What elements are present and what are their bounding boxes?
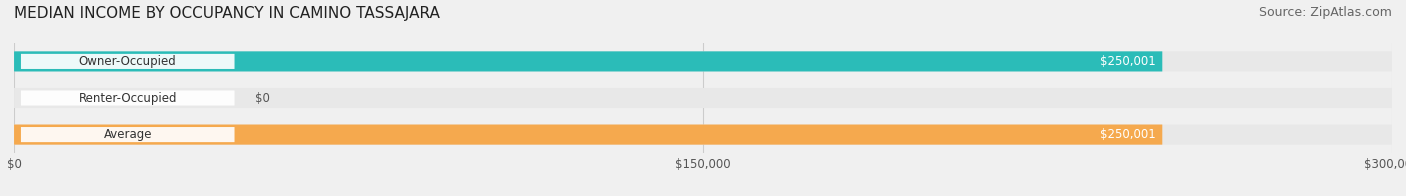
FancyBboxPatch shape	[21, 91, 235, 106]
Text: Renter-Occupied: Renter-Occupied	[79, 92, 177, 104]
FancyBboxPatch shape	[21, 54, 235, 69]
FancyBboxPatch shape	[14, 88, 1392, 108]
FancyBboxPatch shape	[14, 51, 1392, 72]
Text: $250,001: $250,001	[1099, 128, 1156, 141]
Text: $250,001: $250,001	[1099, 55, 1156, 68]
FancyBboxPatch shape	[14, 124, 1392, 145]
Text: Owner-Occupied: Owner-Occupied	[79, 55, 177, 68]
Text: Average: Average	[104, 128, 152, 141]
FancyBboxPatch shape	[14, 124, 1163, 145]
Text: $0: $0	[256, 92, 270, 104]
Text: MEDIAN INCOME BY OCCUPANCY IN CAMINO TASSAJARA: MEDIAN INCOME BY OCCUPANCY IN CAMINO TAS…	[14, 6, 440, 21]
Text: Source: ZipAtlas.com: Source: ZipAtlas.com	[1258, 6, 1392, 19]
FancyBboxPatch shape	[21, 127, 235, 142]
FancyBboxPatch shape	[14, 51, 1163, 72]
